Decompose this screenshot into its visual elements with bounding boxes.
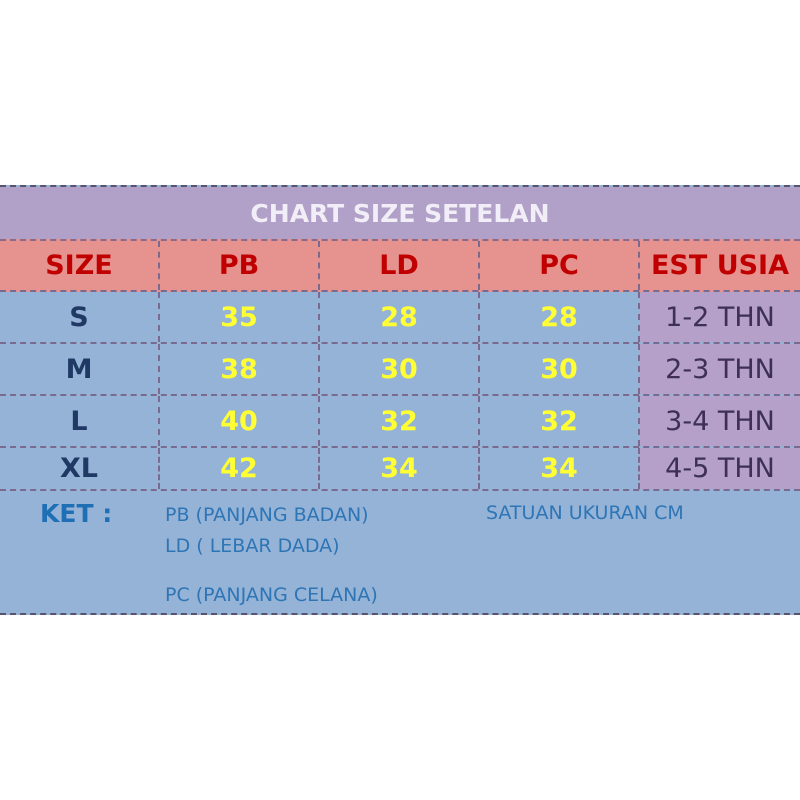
note-pb: PB (PANJANG BADAN) xyxy=(165,504,369,526)
cell-est-usia: 4-5 THN xyxy=(640,448,800,489)
notes-label: KET : xyxy=(40,499,113,528)
header-row: SIZE PB LD PC EST USIA xyxy=(0,239,800,292)
header-ld: LD xyxy=(320,241,480,290)
size-chart: CHART SIZE SETELAN SIZE PB LD PC EST USI… xyxy=(0,185,800,615)
cell-ld: 34 xyxy=(320,448,480,489)
table-row: S 35 28 28 1-2 THN xyxy=(0,292,800,344)
cell-size: L xyxy=(0,396,160,446)
cell-ld: 30 xyxy=(320,344,480,394)
header-est-usia: EST USIA xyxy=(650,250,790,281)
header-size: SIZE xyxy=(0,241,160,290)
table-row: L 40 32 32 3-4 THN xyxy=(0,396,800,448)
cell-ld: 28 xyxy=(320,292,480,342)
cell-est-usia: 1-2 THN xyxy=(640,292,800,342)
cell-size: S xyxy=(0,292,160,342)
cell-pb: 35 xyxy=(160,292,320,342)
cell-pb: 38 xyxy=(160,344,320,394)
cell-ld: 32 xyxy=(320,396,480,446)
cell-pb: 40 xyxy=(160,396,320,446)
table-row: XL 42 34 34 4-5 THN xyxy=(0,448,800,491)
chart-title: CHART SIZE SETELAN xyxy=(0,187,800,239)
note-ld: LD ( LEBAR DADA) xyxy=(165,535,340,557)
cell-pc: 30 xyxy=(480,344,640,394)
cell-pc: 28 xyxy=(480,292,640,342)
cell-pc: 32 xyxy=(480,396,640,446)
cell-size: XL xyxy=(0,448,160,489)
cell-pc: 34 xyxy=(480,448,640,489)
cell-est-usia: 3-4 THN xyxy=(640,396,800,446)
header-pb: PB xyxy=(160,241,320,290)
table-row: M 38 30 30 2-3 THN xyxy=(0,344,800,396)
cell-est-usia: 2-3 THN xyxy=(640,344,800,394)
header-pc: PC xyxy=(480,241,640,290)
note-pc: PC (PANJANG CELANA) xyxy=(165,584,378,606)
cell-size: M xyxy=(0,344,160,394)
cell-pb: 42 xyxy=(160,448,320,489)
note-unit: SATUAN UKURAN CM xyxy=(486,502,684,524)
